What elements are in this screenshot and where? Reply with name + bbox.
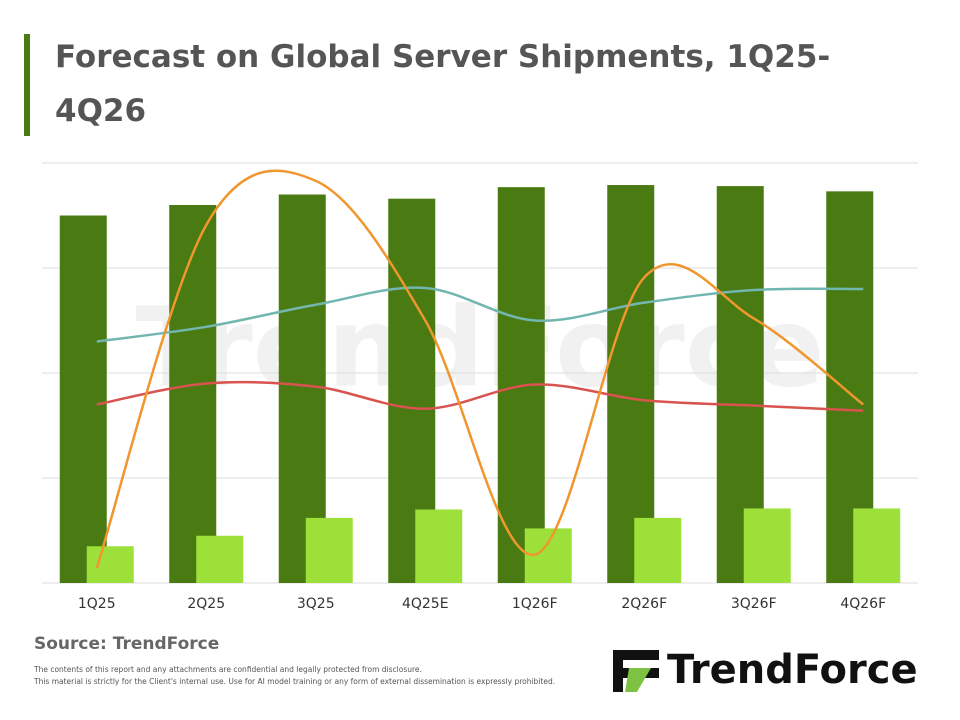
bar bbox=[607, 185, 655, 584]
bar bbox=[305, 517, 353, 583]
x-tick-label: 2Q26F bbox=[621, 596, 667, 612]
x-tick-label: 4Q26F bbox=[840, 596, 886, 612]
x-tick-label: 4Q25E bbox=[402, 596, 449, 612]
line bbox=[96, 380, 864, 413]
x-tick-label: 3Q25 bbox=[297, 596, 335, 612]
title-accent bbox=[24, 34, 30, 136]
source: Source: TrendForce bbox=[34, 634, 219, 654]
x-tick-label: 1Q26F bbox=[512, 596, 558, 612]
bar bbox=[743, 508, 791, 583]
bar bbox=[415, 509, 463, 583]
bar bbox=[853, 508, 901, 583]
x-tick-label: 1Q25 bbox=[78, 596, 116, 612]
line bbox=[95, 169, 865, 569]
bar bbox=[169, 205, 217, 583]
bar bbox=[634, 517, 682, 583]
bar bbox=[86, 546, 134, 583]
disclaimer: This material is strictly for the Client… bbox=[33, 677, 555, 686]
line bbox=[96, 286, 864, 343]
logo-icon bbox=[613, 650, 659, 692]
bar bbox=[59, 215, 107, 583]
x-tick-label: 3Q26F bbox=[731, 596, 777, 612]
bar bbox=[196, 535, 244, 583]
x-tick-label: 2Q25 bbox=[187, 596, 225, 612]
disclaimer: The contents of this report and any atta… bbox=[33, 665, 422, 674]
logo: TrendForce bbox=[667, 647, 918, 693]
chart-title: Forecast on Global Server Shipments, 1Q2… bbox=[55, 39, 831, 129]
